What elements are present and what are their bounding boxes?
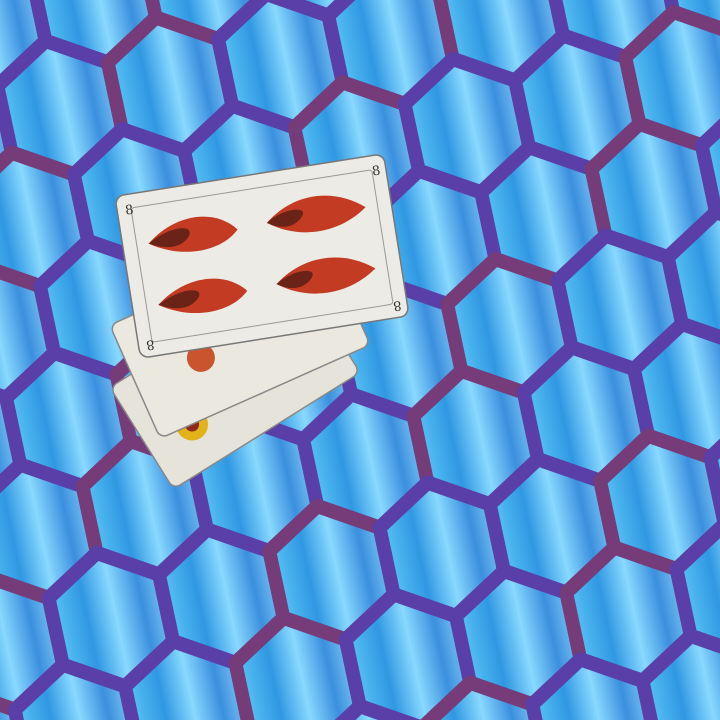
hex-cell <box>635 628 720 720</box>
card: 8 8 8 8 <box>115 154 409 358</box>
card-stack: 8 8 8 8 <box>111 154 409 487</box>
card-rank: 8 <box>371 164 382 180</box>
hex-cell <box>118 634 257 720</box>
suit-leaves <box>148 195 376 314</box>
hex-cell <box>415 675 554 720</box>
card-rank: 8 <box>124 203 135 219</box>
hex-cell <box>305 699 444 720</box>
card-rank: 8 <box>392 297 403 313</box>
hex-cell <box>525 652 664 720</box>
hex-cell <box>7 657 147 720</box>
card-rank: 8 <box>145 336 156 352</box>
